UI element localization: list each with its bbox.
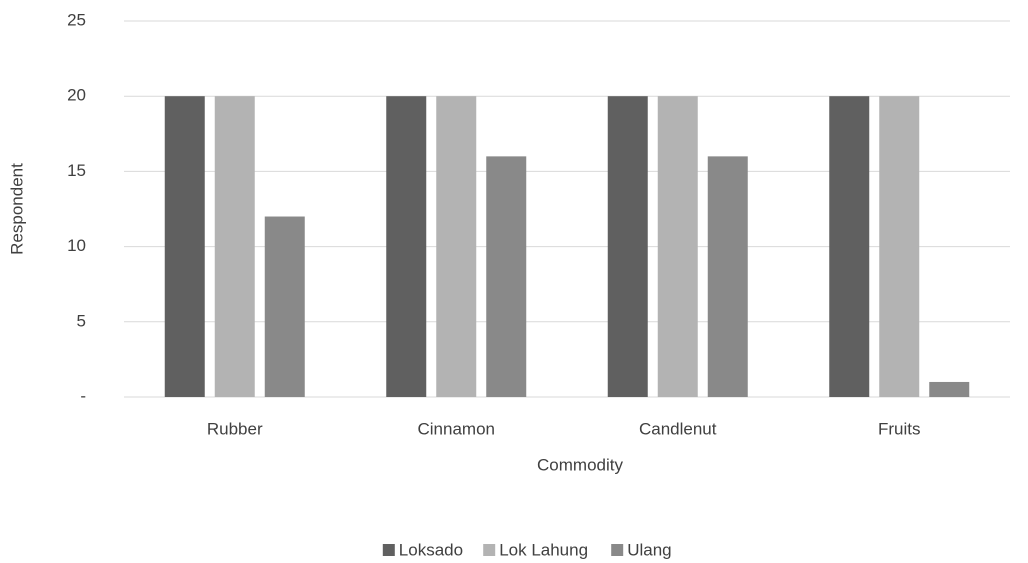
bar: [657, 96, 698, 397]
bar: [929, 381, 970, 397]
bar: [879, 96, 920, 397]
bar: [707, 156, 748, 397]
x-tick-label: Fruits: [878, 419, 921, 438]
bar: [486, 156, 527, 397]
legend-swatch: [382, 544, 395, 556]
bar: [436, 96, 477, 397]
bar: [214, 96, 255, 397]
x-tick-label: Candlenut: [639, 419, 717, 438]
y-tick-label: 5: [77, 311, 86, 330]
legend-swatch: [483, 544, 496, 556]
bar: [264, 216, 305, 397]
bar: [164, 96, 205, 397]
y-tick-label: 20: [67, 86, 86, 105]
y-axis-title: Respondent: [7, 163, 26, 255]
x-tick-label: Cinnamon: [418, 419, 496, 438]
x-tick-label: Rubber: [207, 419, 263, 438]
legend-label: Lok Lahung: [499, 540, 588, 559]
y-tick-label: 15: [67, 161, 86, 180]
y-tick-label: 25: [67, 10, 86, 29]
bar: [386, 96, 427, 397]
bar: [607, 96, 648, 397]
y-tick-label: 10: [67, 236, 86, 255]
bar: [829, 96, 870, 397]
legend-label: Ulang: [627, 540, 671, 559]
y-tick-label: -: [80, 386, 86, 405]
legend-swatch: [611, 544, 624, 556]
x-axis-title: Commodity: [537, 455, 623, 474]
legend-label: Loksado: [399, 540, 463, 559]
